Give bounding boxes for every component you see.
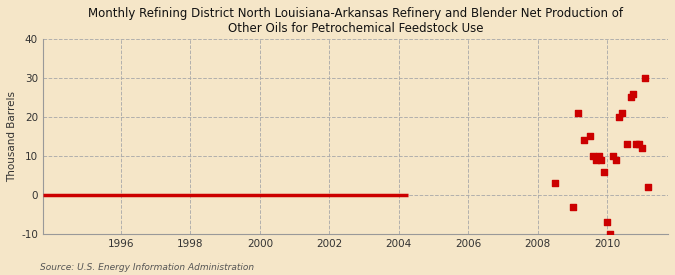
- Point: [549, 181, 560, 185]
- Point: [585, 134, 595, 139]
- Point: [622, 142, 633, 146]
- Point: [625, 95, 636, 100]
- Point: [630, 142, 641, 146]
- Point: [591, 158, 601, 162]
- Point: [637, 146, 647, 150]
- Point: [593, 154, 604, 158]
- Point: [643, 185, 653, 189]
- Point: [605, 232, 616, 236]
- Y-axis label: Thousand Barrels: Thousand Barrels: [7, 91, 17, 182]
- Point: [611, 158, 622, 162]
- Point: [639, 76, 650, 80]
- Point: [596, 158, 607, 162]
- Point: [573, 111, 584, 115]
- Point: [602, 220, 613, 224]
- Point: [628, 91, 639, 96]
- Point: [616, 111, 627, 115]
- Point: [634, 142, 645, 146]
- Point: [614, 115, 624, 119]
- Title: Monthly Refining District North Louisiana-Arkansas Refinery and Blender Net Prod: Monthly Refining District North Louisian…: [88, 7, 623, 35]
- Point: [608, 154, 618, 158]
- Point: [587, 154, 598, 158]
- Point: [567, 204, 578, 209]
- Point: [578, 138, 589, 142]
- Text: Source: U.S. Energy Information Administration: Source: U.S. Energy Information Administ…: [40, 263, 254, 272]
- Point: [599, 169, 610, 174]
